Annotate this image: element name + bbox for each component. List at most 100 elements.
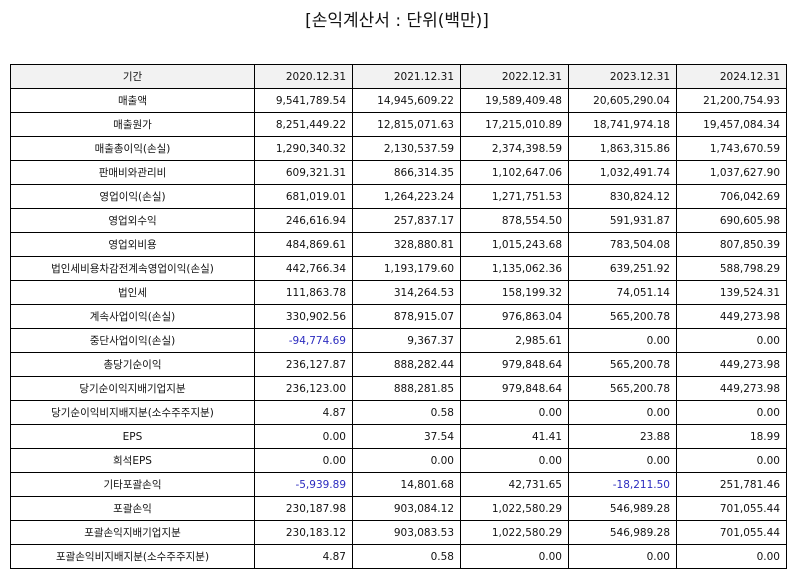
header-year: 2020.12.31 <box>254 64 353 89</box>
row-label: 포괄손익지배기업지분 <box>10 520 255 545</box>
table-cell: -94,774.69 <box>254 328 353 353</box>
table-cell: 74,051.14 <box>568 280 677 305</box>
table-cell: 0.00 <box>254 448 353 473</box>
table-row: 판매비와관리비 609,321.31 866,314.35 1,102,647.06 1… <box>10 160 787 185</box>
table-cell: 1,271,751.53 <box>460 184 569 209</box>
table-cell: 9,541,789.54 <box>254 88 353 113</box>
table-cell: 257,837.17 <box>352 208 461 233</box>
table-cell: 19,589,409.48 <box>460 88 569 113</box>
table-cell: 701,055.44 <box>676 496 787 521</box>
table-cell: 37.54 <box>352 424 461 449</box>
table-cell: 9,367.37 <box>352 328 461 353</box>
table-row: 매출원가 8,251,449.22 12,815,071.63 17,215,010.… <box>10 112 787 137</box>
table-cell: 807,850.39 <box>676 232 787 257</box>
row-label: 판매비와관리비 <box>10 160 255 185</box>
row-label: 매출총이익(손실) <box>10 136 255 161</box>
row-label: 중단사업이익(손실) <box>10 328 255 353</box>
table-cell: 4.87 <box>254 400 353 425</box>
table-cell: 236,123.00 <box>254 376 353 401</box>
table-cell: 0.00 <box>568 400 677 425</box>
table-cell: 111,863.78 <box>254 280 353 305</box>
table-cell: 0.00 <box>676 448 787 473</box>
table-cell: 18.99 <box>676 424 787 449</box>
table-cell: 1,135,062.36 <box>460 256 569 281</box>
table-cell: 979,848.64 <box>460 352 569 377</box>
table-cell: -5,939.89 <box>254 472 353 497</box>
table-cell: 609,321.31 <box>254 160 353 185</box>
table-row: 법인세비용차감전계속영업이익(손실) 442,766.34 1,193,179.60… <box>10 256 787 281</box>
table-cell: 0.00 <box>568 544 677 569</box>
table-cell: 0.58 <box>352 544 461 569</box>
table-row: 법인세 111,863.78 314,264.53 158,199.32 74,051.… <box>10 280 787 305</box>
table-cell: 903,083.53 <box>352 520 461 545</box>
table-cell: 903,084.12 <box>352 496 461 521</box>
table-row: EPS 0.00 37.54 41.41 23.88 18.99 <box>10 424 787 449</box>
table-row: 포괄손익 230,187.98 903,084.12 1,022,580.29 546,… <box>10 496 787 521</box>
table-cell: 888,282.44 <box>352 352 461 377</box>
table-cell: 8,251,449.22 <box>254 112 353 137</box>
table-cell: 878,915.07 <box>352 304 461 329</box>
table-cell: 449,273.98 <box>676 352 787 377</box>
table-cell: 2,985.61 <box>460 328 569 353</box>
table-cell: 139,524.31 <box>676 280 787 305</box>
table-row: 영업외비용 484,869.61 328,880.81 1,015,243.68 783… <box>10 232 787 257</box>
table-cell: 1,193,179.60 <box>352 256 461 281</box>
table-cell: 639,251.92 <box>568 256 677 281</box>
table-cell: 701,055.44 <box>676 520 787 545</box>
table-cell: 251,781.46 <box>676 472 787 497</box>
row-label: 희석EPS <box>10 448 255 473</box>
table-cell: 565,200.78 <box>568 352 677 377</box>
table-row: 총당기순이익 236,127.87 888,282.44 979,848.64 565,… <box>10 352 787 377</box>
table-cell: 1,037,627.90 <box>676 160 787 185</box>
table-row: 영업이익(손실) 681,019.01 1,264,223.24 1,271,751.… <box>10 184 787 209</box>
table-row: 당기순이익지배기업지분 236,123.00 888,281.85 979,848.6… <box>10 376 787 401</box>
table-cell: 230,187.98 <box>254 496 353 521</box>
table-cell: 681,019.01 <box>254 184 353 209</box>
table-cell: 1,743,670.59 <box>676 136 787 161</box>
row-label: EPS <box>10 424 255 449</box>
table-cell: 2,130,537.59 <box>352 136 461 161</box>
table-header-row: 기간 2020.12.31 2021.12.31 2022.12.31 2023… <box>10 64 787 89</box>
table-cell: 0.00 <box>676 400 787 425</box>
table-cell: 19,457,084.34 <box>676 112 787 137</box>
table-cell: 0.00 <box>676 328 787 353</box>
row-label: 영업외수익 <box>10 208 255 233</box>
header-year: 2024.12.31 <box>676 64 787 89</box>
table-cell: 0.00 <box>254 424 353 449</box>
table-cell: 314,264.53 <box>352 280 461 305</box>
row-label: 매출원가 <box>10 112 255 137</box>
row-label: 포괄손익 <box>10 496 255 521</box>
table-cell: 591,931.87 <box>568 208 677 233</box>
table-cell: 12,815,071.63 <box>352 112 461 137</box>
table-row: 기타포괄손익 -5,939.89 14,801.68 42,731.65 -18,211… <box>10 472 787 497</box>
table-cell: 1,022,580.29 <box>460 520 569 545</box>
row-label: 매출액 <box>10 88 255 113</box>
table-cell: 565,200.78 <box>568 304 677 329</box>
table-cell: 4.87 <box>254 544 353 569</box>
table-cell: 17,215,010.89 <box>460 112 569 137</box>
table-cell: 449,273.98 <box>676 376 787 401</box>
row-label: 영업이익(손실) <box>10 184 255 209</box>
table-cell: 41.41 <box>460 424 569 449</box>
table-cell: 830,824.12 <box>568 184 677 209</box>
table-cell: 330,902.56 <box>254 304 353 329</box>
table-cell: 783,504.08 <box>568 232 677 257</box>
table-cell: 1,015,243.68 <box>460 232 569 257</box>
table-cell: 2,374,398.59 <box>460 136 569 161</box>
table-cell: 888,281.85 <box>352 376 461 401</box>
table-cell: 449,273.98 <box>676 304 787 329</box>
table-cell: 0.00 <box>676 544 787 569</box>
table-cell: 23.88 <box>568 424 677 449</box>
table-row: 영업외수익 246,616.94 257,837.17 878,554.50 591,9… <box>10 208 787 233</box>
income-statement-table: 기간 2020.12.31 2021.12.31 2022.12.31 2023… <box>10 64 787 569</box>
table-cell: 565,200.78 <box>568 376 677 401</box>
table-cell: 442,766.34 <box>254 256 353 281</box>
table-row: 포괄손익지배기업지분 230,183.12 903,083.53 1,022,580.… <box>10 520 787 545</box>
table-cell: 236,127.87 <box>254 352 353 377</box>
table-cell: 20,605,290.04 <box>568 88 677 113</box>
table-cell: 588,798.29 <box>676 256 787 281</box>
table-row: 매출총이익(손실) 1,290,340.32 2,130,537.59 2,374,3… <box>10 136 787 161</box>
table-cell: 14,945,609.22 <box>352 88 461 113</box>
table-cell: 690,605.98 <box>676 208 787 233</box>
table-cell: -18,211.50 <box>568 472 677 497</box>
